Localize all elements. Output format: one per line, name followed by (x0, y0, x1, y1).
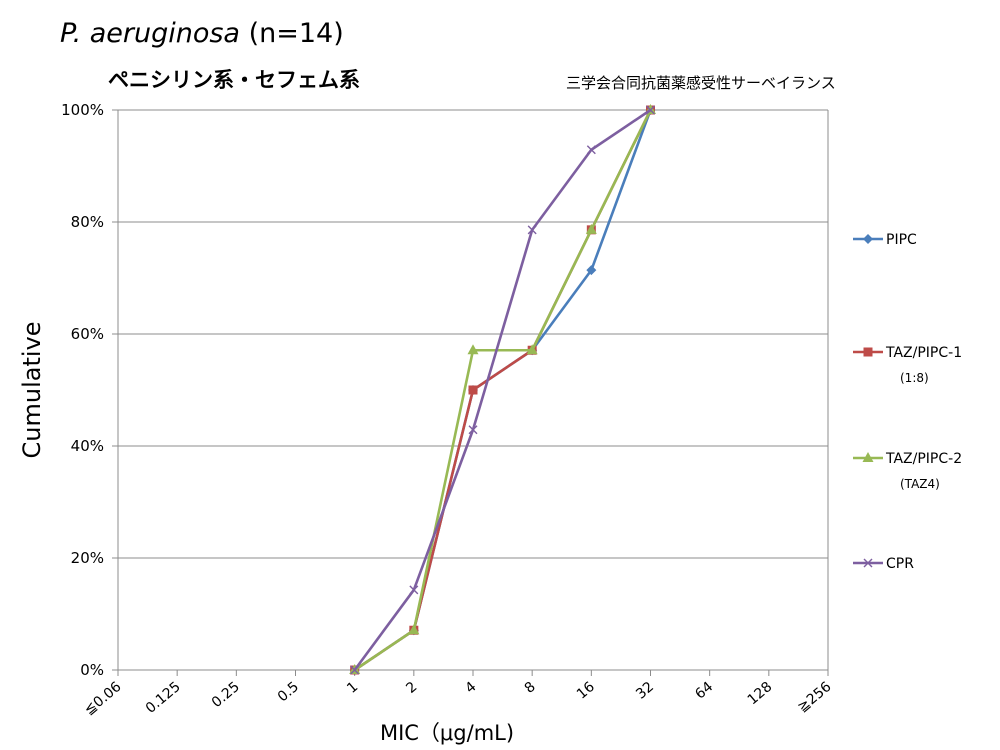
survey-source: 三学会合同抗菌薬感受性サーベイランス (566, 74, 836, 92)
legend-label-taz-pipc-2: TAZ/PIPC-2 (885, 451, 962, 467)
legend-label-cpr: CPR (886, 556, 914, 572)
data-point-taz-pipc-1 (468, 385, 478, 395)
x-tick-label: 0.25 (209, 679, 243, 711)
x-tick-label: 0.125 (143, 679, 184, 717)
y-tick-label: 60% (71, 325, 104, 343)
data-point-cpr (409, 585, 419, 595)
series-line-cpr (353, 108, 652, 671)
series-line-pipc (353, 109, 652, 672)
data-point-taz-pipc-2 (408, 624, 420, 635)
data-point-cpr (586, 145, 596, 155)
y-axis-title: Cumulative (18, 322, 46, 459)
x-tick-label: 4 (462, 679, 479, 697)
y-tick-label: 100% (61, 101, 104, 119)
x-tick-label: ≧256 (795, 679, 835, 716)
legend-label-pipc: PIPC (886, 232, 917, 248)
legend-marker-pipc (863, 234, 873, 244)
legend-marker-taz-pipc-2 (862, 452, 874, 462)
x-axis-title: MIC（μg/mL) (380, 721, 514, 745)
legend-marker-cpr (863, 558, 873, 568)
sample-count: (n=14) (239, 18, 344, 49)
data-point-pipc (586, 265, 597, 276)
x-tick-label: 32 (633, 679, 657, 703)
y-tick-label: 20% (71, 549, 104, 567)
x-tick-label: 8 (522, 679, 539, 697)
y-tick-label: 40% (71, 437, 104, 455)
y-tick-label: 0% (80, 661, 104, 679)
x-tick-label: 1 (344, 679, 361, 697)
legend-sublabel-taz-pipc-2: (TAZ4) (900, 477, 940, 491)
data-point-cpr (468, 425, 478, 435)
x-tick-label: 16 (574, 679, 598, 703)
chart-subtitle: ペニシリン系・セフェム系 (108, 68, 360, 92)
legend-marker-taz-pipc-1 (863, 347, 873, 357)
data-point-cpr (527, 225, 537, 235)
series-line-taz-pipc-2 (353, 109, 652, 672)
x-tick-label: 0.5 (275, 679, 302, 706)
series-line-taz-pipc-1 (353, 109, 652, 672)
legend-label-taz-pipc-1: TAZ/PIPC-1 (885, 345, 962, 361)
x-tick-label: ≦0.06 (81, 679, 124, 719)
data-point-taz-pipc-2 (526, 344, 538, 355)
chart-title: P. aeruginosa (n=14) (60, 18, 344, 49)
data-point-taz-pipc-2 (585, 223, 597, 234)
data-point-taz-pipc-2 (467, 344, 479, 355)
y-tick-label: 80% (71, 213, 104, 231)
x-tick-label: 128 (745, 679, 776, 708)
x-tick-label: 64 (692, 679, 716, 703)
species-name: P. aeruginosa (60, 18, 240, 49)
legend-sublabel-taz-pipc-1: (1:8) (900, 371, 929, 385)
data-point-cpr (350, 665, 360, 675)
x-tick-label: 2 (403, 679, 420, 697)
data-point-cpr (646, 105, 655, 115)
